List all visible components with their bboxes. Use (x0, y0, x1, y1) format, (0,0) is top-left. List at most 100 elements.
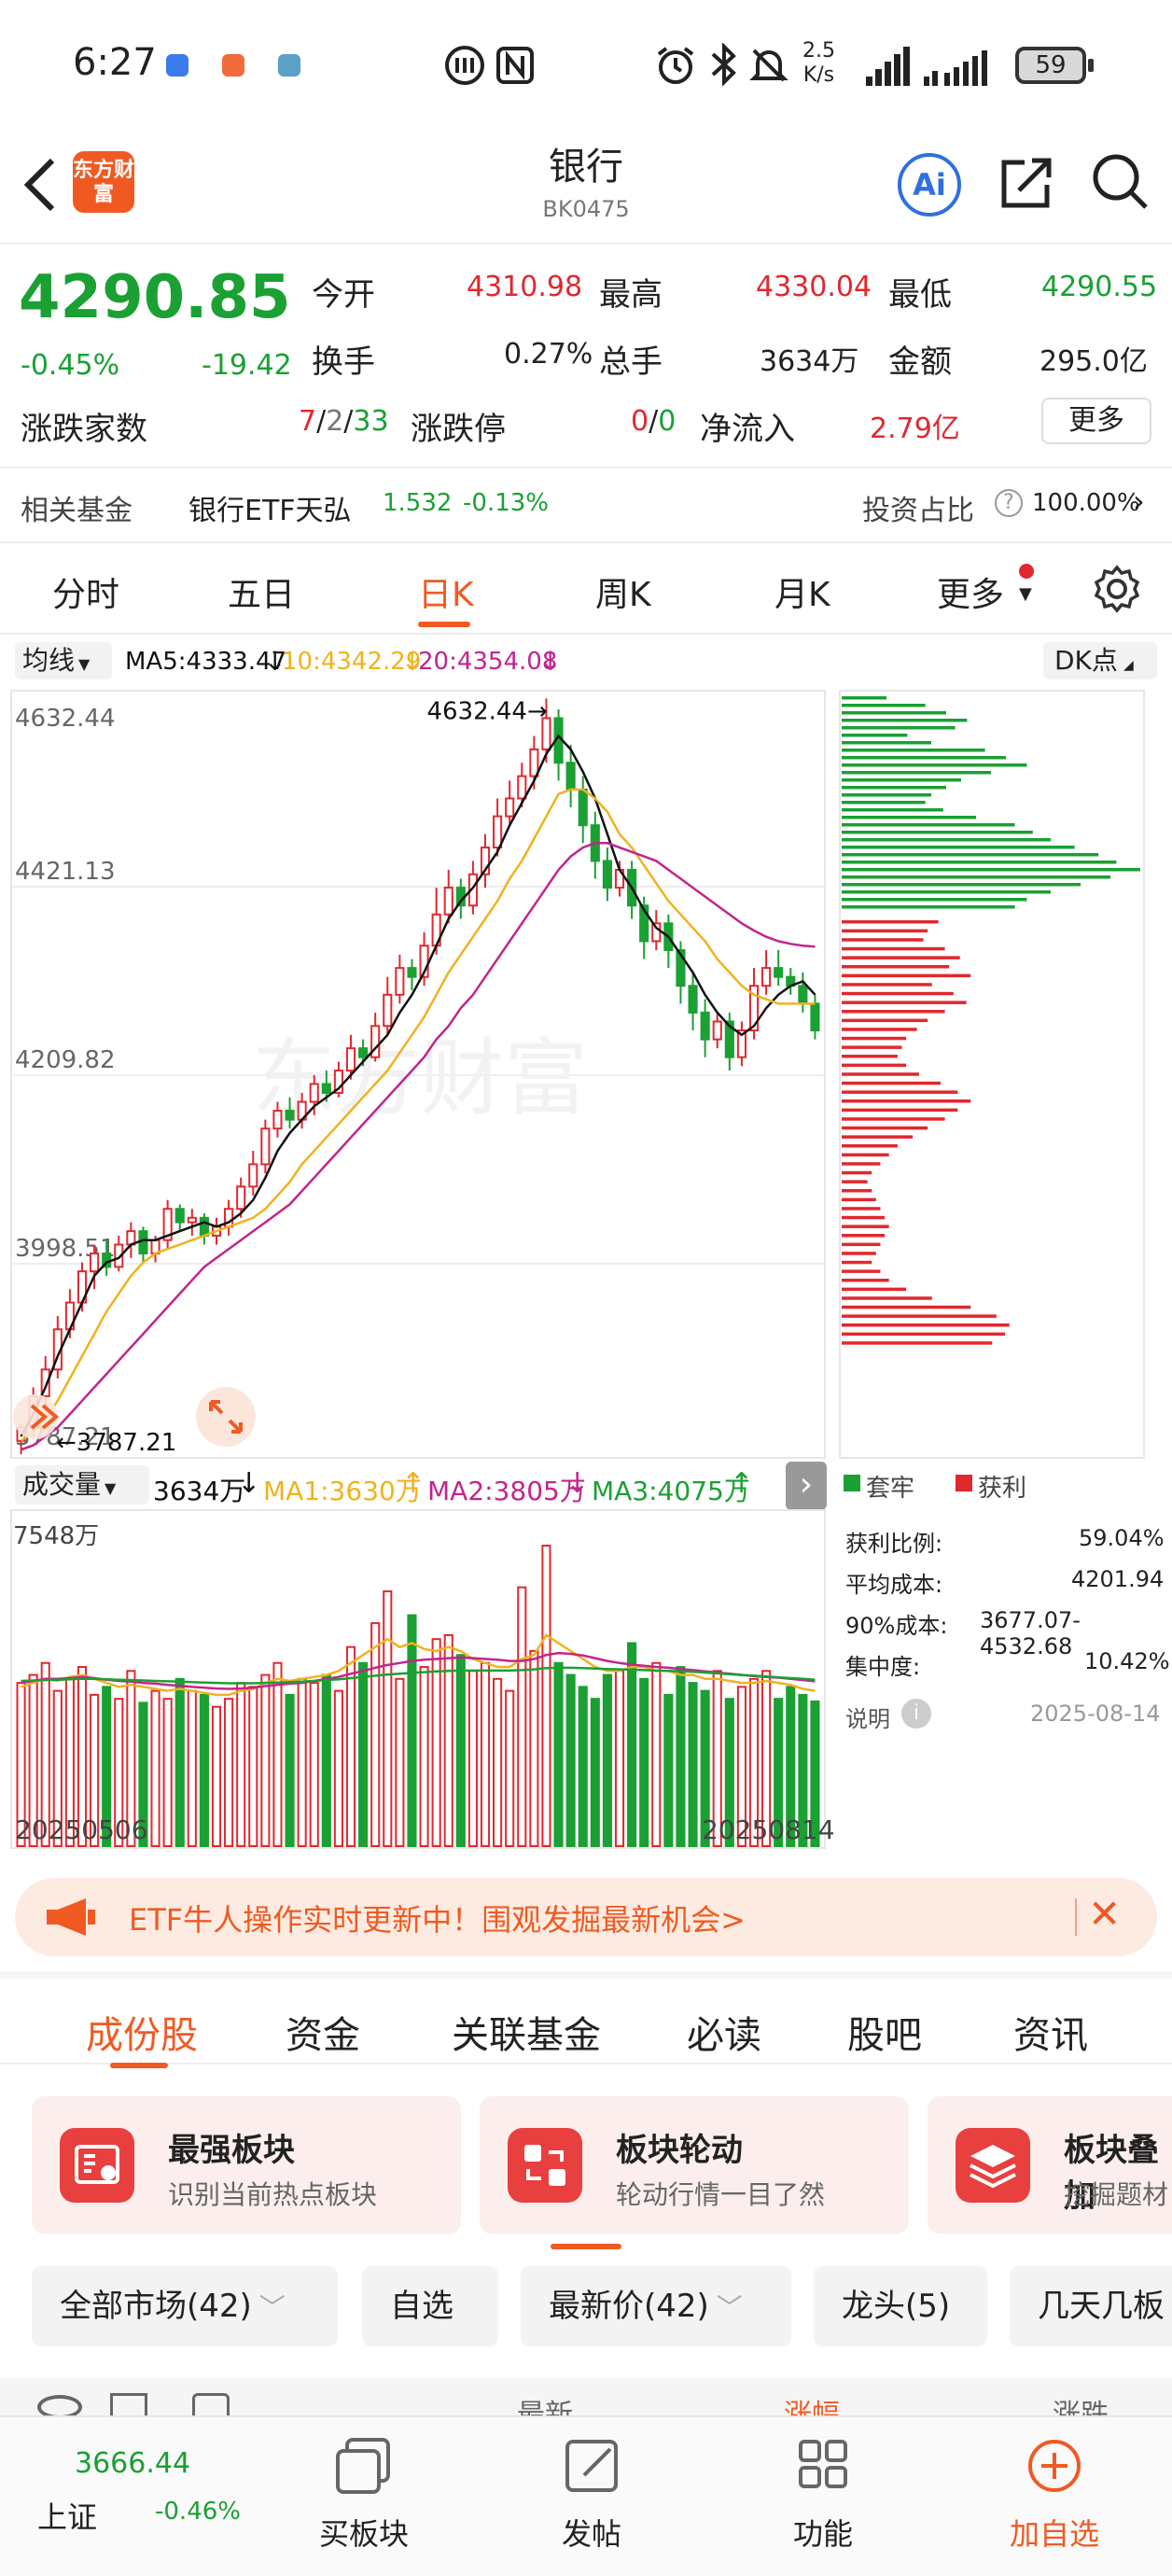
filter-leader[interactable]: 龙头(5) (814, 2266, 987, 2346)
chart-board-icon (60, 2128, 134, 2203)
gear-icon[interactable] (1092, 564, 1142, 614)
volume-expand-button[interactable]: › (786, 1462, 827, 1510)
volume-ma3-line (21, 1666, 816, 1685)
nav-post[interactable]: 发帖 (517, 2436, 666, 2552)
chevron-left-icon (23, 158, 55, 212)
volume-bar (565, 1673, 576, 1847)
help-icon[interactable]: ? (995, 489, 1023, 517)
chip-bar-trapped (842, 756, 1006, 760)
up-arrow-icon: ↑ (401, 1467, 426, 1500)
amount-label: 金额 (888, 343, 952, 381)
promo-banner[interactable]: ETF牛人操作实时更新中！围观发掘最新机会> ✕ (15, 1878, 1157, 1956)
chevron-down-icon: ﹀ (258, 2292, 286, 2323)
candle (383, 993, 393, 1028)
close-icon[interactable]: ✕ (1088, 1891, 1122, 1937)
vol-ma3: MA3:4075万 (592, 1476, 750, 1506)
chip-frame (839, 690, 1145, 1459)
share-icon[interactable] (997, 153, 1056, 213)
info-icon[interactable]: i (901, 1699, 931, 1729)
filter-consecutive-limit[interactable]: 几天几板 (1010, 2266, 1172, 2346)
tab-weekly-k[interactable]: 周K (595, 576, 651, 614)
chip-bar-profit (842, 1197, 876, 1202)
tab-daily-k[interactable]: 日K (418, 576, 474, 614)
fund-name[interactable]: 银行ETF天弘 (188, 495, 352, 527)
related-fund-row[interactable]: 相关基金 银行ETF天弘 1.532 -0.13% 投资占比 ? 100.00%… (0, 467, 1172, 541)
candle (467, 873, 478, 907)
back-button[interactable] (19, 155, 75, 220)
card-sector-overlay[interactable]: 板块叠加 挖掘题材 (928, 2096, 1172, 2234)
chip-bar-profit (842, 1135, 914, 1139)
volume-bar (162, 1698, 173, 1847)
card-sector-rotation[interactable]: 板块轮动 轮动行情一目了然 (480, 2096, 909, 2234)
filter-label: 几天几板 (1038, 2288, 1165, 2325)
tab-more[interactable]: 更多 (937, 576, 1005, 614)
limit-count: 0/0 (631, 405, 676, 438)
net-speed-unit: K/s (802, 63, 835, 87)
chip-bar-profit (842, 1126, 928, 1130)
volume-selector[interactable]: 成交量 ▼ (15, 1465, 149, 1505)
limit-label: 涨跌停 (411, 411, 506, 448)
card-strongest-sector[interactable]: 最强板块 识别当前热点板块 (32, 2096, 461, 2234)
inflow-value: 2.79亿 (870, 413, 960, 445)
candlestick-chart[interactable]: 东方财富 4632.444421.134209.823998.513787.21… (0, 689, 836, 1465)
ma-selector-label: 均线 (22, 645, 76, 676)
volume-bar (505, 1689, 515, 1847)
tab-must-read[interactable]: 必读 (687, 2014, 761, 2057)
chevron-right-icon[interactable]: › (1133, 483, 1145, 519)
header: 东方财富 银行 BK0475 Ai (0, 131, 1172, 243)
app-logo[interactable]: 东方财富 (73, 151, 134, 213)
volume-value: 3634万 (153, 1476, 246, 1506)
tab-constituents[interactable]: 成份股 (86, 2014, 198, 2057)
chip-bar-trapped (842, 696, 886, 700)
dropdown-triangle-icon: ▼ (78, 655, 91, 673)
filter-market[interactable]: 全部市场(42) ﹀ (32, 2266, 338, 2346)
volume-bar (663, 1693, 674, 1847)
nav-buy-sector[interactable]: 买板块 (289, 2436, 439, 2552)
change-pct: -0.45% (21, 349, 120, 382)
dk-point-selector[interactable]: DK点 ◢ (1043, 642, 1157, 679)
chip-bar-profit (842, 1063, 907, 1068)
candle (761, 967, 772, 987)
chip-bar-trapped (842, 875, 1110, 879)
volume-bar (602, 1673, 612, 1847)
x-end-date: 20250814 (702, 1814, 835, 1845)
candle (493, 815, 503, 849)
ai-button[interactable]: Ai (898, 153, 961, 217)
tab-news[interactable]: 资讯 (1013, 2014, 1088, 2057)
board-code: BK0475 (542, 196, 630, 222)
explain-label[interactable]: 说明 (845, 1706, 890, 1732)
tab-funds-flow[interactable]: 资金 (286, 2014, 360, 2057)
candle (285, 1110, 295, 1121)
chip-bar-profit (842, 956, 960, 959)
volume-bar (309, 1682, 319, 1847)
volume-chart[interactable]: 7548万 (0, 1465, 836, 1857)
expand-chart-button[interactable] (196, 1387, 256, 1447)
more-button[interactable]: 更多 (1041, 398, 1151, 444)
down-count: 33 (353, 405, 389, 438)
tab-intraday[interactable]: 分时 (52, 576, 120, 614)
volume-bar (90, 1693, 100, 1847)
volume-bar (590, 1698, 600, 1847)
chip-bar-trapped (842, 719, 968, 722)
volume-bar (224, 1698, 234, 1847)
tab-monthly-k[interactable]: 月K (774, 576, 830, 614)
nav-add-watchlist[interactable]: 加自选 (980, 2436, 1129, 2552)
tab-forum[interactable]: 股吧 (847, 2014, 922, 2057)
nav-functions[interactable]: 功能 (748, 2436, 898, 2552)
candle (199, 1216, 209, 1237)
tab-five-day[interactable]: 五日 (228, 576, 296, 614)
volume-bar (724, 1698, 734, 1847)
down-arrow-icon: ↓ (401, 646, 424, 677)
ma-selector[interactable]: 均线 ▼ (15, 642, 112, 679)
chip-bar-profit (842, 1225, 889, 1228)
down-arrow-icon: ↓ (565, 1467, 590, 1500)
invest-ratio-value: 100.00% (1032, 489, 1140, 517)
filter-latest-price[interactable]: 最新价(42) ﹀ (521, 2266, 791, 2346)
volume-bar (333, 1689, 343, 1847)
collapse-left-button[interactable] (13, 1394, 60, 1439)
chip-bar-profit (842, 1323, 1010, 1327)
filter-watchlist[interactable]: 自选 (362, 2266, 498, 2346)
tab-related-funds[interactable]: 关联基金 (452, 2014, 601, 2057)
trapped-legend-swatch (844, 1475, 860, 1491)
search-icon[interactable] (1090, 151, 1150, 211)
